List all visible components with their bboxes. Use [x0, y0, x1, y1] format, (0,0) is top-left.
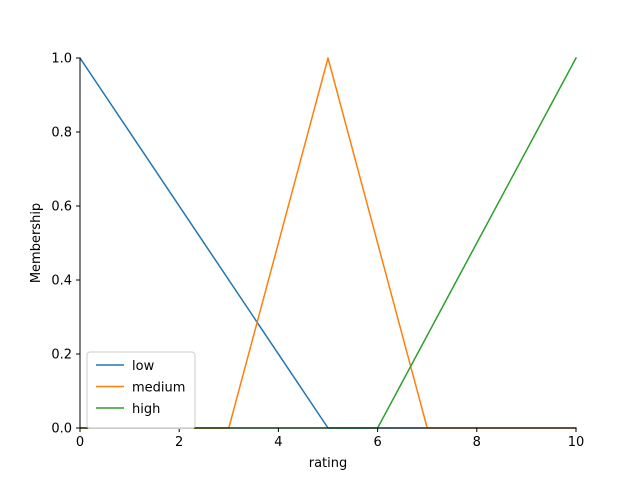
x-tick-label: 10 — [568, 435, 585, 450]
x-tick-label: 2 — [175, 435, 183, 450]
x-axis-label: rating — [309, 456, 348, 471]
y-tick-label: 0.2 — [51, 348, 72, 363]
legend-box — [86, 351, 196, 429]
y-tick-label: 0.6 — [51, 200, 72, 215]
legend-label-high: high — [132, 402, 160, 417]
legend-label-medium: medium — [132, 381, 185, 396]
axes-layer: 0 2 4 6 8 10 0.0 0.2 0.4 0.6 0.8 1.0 — [51, 52, 584, 451]
x-tick-label: 4 — [274, 435, 282, 450]
x-tick-label: 8 — [473, 435, 481, 450]
legend-label-low: low — [132, 359, 155, 374]
legend: low medium high — [86, 351, 196, 429]
x-tick-label: 6 — [373, 435, 381, 450]
y-tick-label: 0.4 — [51, 274, 72, 289]
y-axis-label: Membership — [29, 203, 44, 283]
y-tick-label: 1.0 — [51, 52, 72, 67]
y-tick-label: 0.8 — [51, 126, 72, 141]
x-tick-label: 0 — [76, 435, 84, 450]
y-tick-label: 0.0 — [51, 422, 72, 437]
